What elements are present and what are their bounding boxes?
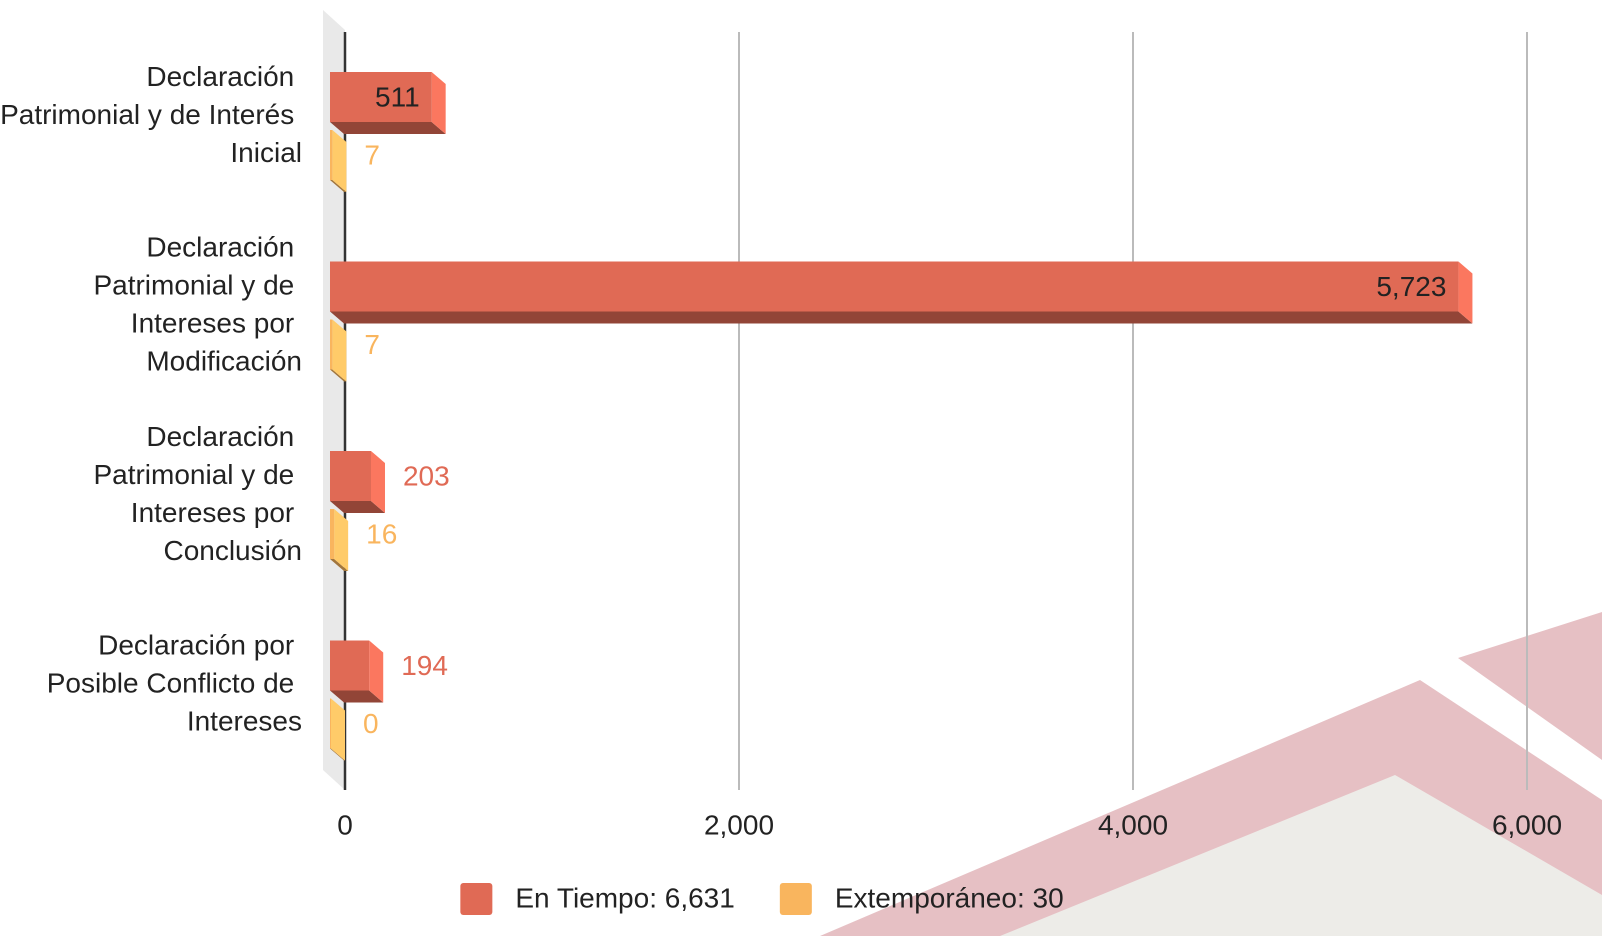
bar-front: [330, 130, 333, 180]
bar-bottom-face: [330, 690, 384, 703]
y-category-label: Declaración Patrimonial y de Intereses p…: [93, 232, 302, 377]
value-label: 0: [363, 708, 379, 739]
legend-item: Extemporáneo: 30: [779, 882, 1064, 915]
bar: [330, 698, 345, 761]
legend-label: En Tiempo: 6,631: [515, 882, 734, 913]
bar-bottom-face: [330, 122, 446, 134]
bar-front: [330, 698, 331, 749]
legend-label: Extemporáneo: 30: [835, 882, 1064, 913]
bar-side-face: [1458, 261, 1473, 324]
y-category-label: Declaración Patrimonial y de Interés Ini…: [0, 61, 302, 168]
bar-side-face: [332, 130, 347, 192]
bar-bottom-face: [330, 311, 1473, 324]
bar: [330, 130, 347, 192]
legend-swatch: [460, 883, 493, 915]
bar-bottom-face: [330, 748, 345, 761]
value-label: 7: [364, 329, 380, 360]
bar: [330, 640, 384, 703]
bar-side-face: [431, 72, 446, 134]
bar-front: [330, 72, 432, 122]
background-decoration: [323, 10, 1602, 936]
bar: [330, 72, 446, 134]
bar-bottom-face: [330, 369, 347, 382]
value-label: 203: [403, 460, 450, 491]
bar-side-face: [331, 698, 345, 761]
y-category-label: Declaración por Posible Conflicto de Int…: [47, 630, 302, 737]
bar-front: [330, 261, 1459, 312]
legend-swatch: [779, 883, 812, 915]
bar-side-face: [334, 509, 349, 571]
value-label: 7: [364, 139, 380, 170]
x-tick-label: 2,000: [704, 809, 774, 840]
bar-bottom-face: [330, 180, 347, 192]
value-label: 5,723: [1376, 271, 1446, 302]
bar-front: [330, 640, 370, 691]
value-label: 194: [401, 650, 448, 681]
bar-bottom-face: [330, 501, 385, 513]
value-label: 511: [375, 81, 420, 112]
bar: [330, 319, 347, 382]
bar: [330, 451, 385, 513]
bar-front: [330, 509, 335, 559]
x-tick-label: 4,000: [1098, 809, 1168, 840]
bar-bottom-face: [330, 559, 349, 571]
y-category-label: Declaración Patrimonial y de Intereses p…: [93, 421, 302, 566]
bar: [330, 261, 1473, 324]
bar-side-face: [332, 319, 347, 382]
bar-side-face: [370, 451, 385, 513]
bar: [330, 509, 349, 571]
x-tick-label: 0: [337, 809, 353, 840]
value-label: 16: [366, 518, 397, 549]
bar-front: [330, 451, 371, 501]
bar-front: [330, 319, 333, 370]
x-tick-label: 6,000: [1492, 809, 1562, 840]
bar-side-face: [369, 640, 384, 703]
legend-item: En Tiempo: 6,631: [460, 882, 735, 915]
